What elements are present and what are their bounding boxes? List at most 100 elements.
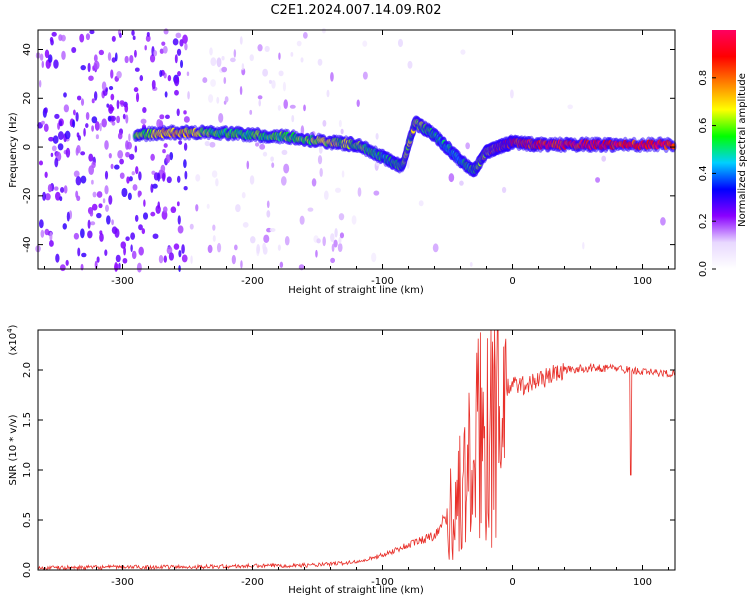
spectrogram-noise-blob — [165, 114, 170, 119]
spectrogram-noise-blob — [110, 69, 114, 79]
spectrogram-noise-blob — [117, 150, 124, 159]
spectrogram-noise-blob — [43, 123, 49, 132]
spectrogram-noise-blob — [262, 151, 268, 157]
spectrogram-noise-blob — [176, 48, 182, 56]
spectrogram-noise-blob — [91, 98, 95, 104]
spectrogram-noise-blob — [85, 111, 90, 121]
snr-xtick-label-1: -200 — [241, 577, 264, 588]
spectrogram-noise-blob — [110, 115, 116, 122]
spectrogram-noise-blob — [239, 36, 243, 45]
spectrogram-noise-blob — [51, 145, 57, 152]
spectrogram-noise-blob — [162, 206, 168, 213]
spectrogram-noise-blob — [181, 254, 188, 263]
spectrogram-noise-blob — [98, 203, 103, 209]
spectrogram-noise-blob — [239, 85, 243, 96]
spectrogram-noise-blob — [125, 140, 129, 150]
spectrogram-noise-blob — [104, 185, 109, 195]
spectrogram-noise-blob — [99, 232, 104, 242]
spectrogram-ytick-label-1: -20 — [22, 188, 33, 204]
spectrogram-noise-blob — [180, 59, 184, 69]
spectrogram-noise-blob — [184, 170, 188, 180]
spectrogram-noise-blob — [108, 86, 114, 91]
spectrogram-noise-blob — [130, 232, 136, 240]
colorbar-tick-label-1: 0.2 — [698, 213, 709, 229]
spectrogram-noise-blob — [362, 71, 368, 80]
snr-xtick-label-0: -300 — [111, 577, 134, 588]
spectrogram-noise-blob — [155, 205, 161, 214]
spectrogram-noise-blob — [116, 71, 122, 79]
spectrogram-noise-blob — [177, 225, 184, 234]
spectrogram-noise-blob — [114, 164, 120, 170]
spectrogram-noise-blob — [150, 153, 155, 161]
spectrogram-noise-blob — [249, 175, 255, 185]
spectrogram-noise-blob — [42, 191, 47, 201]
spectrogram-noise-blob — [125, 236, 130, 242]
spectrogram-noise-blob — [92, 191, 97, 198]
spectrogram-xtick-label-3: 0 — [509, 276, 515, 287]
spectrogram-noise-blob — [209, 47, 213, 56]
spectrogram-noise-blob — [176, 175, 181, 183]
spectrogram-noise-blob — [61, 50, 66, 60]
spectrogram-noise-blob — [183, 185, 188, 191]
spectrogram-noise-blob — [107, 52, 112, 61]
spectrogram-noise-blob — [104, 140, 109, 150]
spectrogram-noise-blob — [96, 256, 100, 263]
spectrogram-noise-blob — [235, 204, 241, 213]
spectrogram-noise-blob — [125, 114, 129, 124]
spectrogram-noise-blob — [99, 122, 102, 132]
spectrogram-noise-blob — [357, 187, 362, 197]
spectrogram-noise-blob — [174, 54, 178, 64]
colorbar-ticks: 0.0 0.2 0.4 0.6 0.8 — [698, 70, 716, 277]
spectrogram-noise-blob — [282, 81, 287, 92]
spectrogram-noise-blob — [79, 33, 85, 43]
spectrogram-ytick-label-3: 20 — [22, 92, 33, 105]
spectrogram-noise-blob — [38, 160, 44, 166]
spectrogram-noise-blob — [133, 87, 139, 93]
spectrogram-noise-blob — [418, 200, 424, 207]
spectrogram-noise-blob — [163, 255, 168, 263]
spectrogram-noise-blob — [300, 125, 305, 136]
spectrogram-noise-blob — [41, 60, 45, 69]
spectrogram-noise-blob — [137, 190, 141, 198]
spectrogram-noise-blob — [169, 151, 174, 161]
spectrogram-noise-blob — [330, 72, 334, 82]
spectrogram-noise-blob — [54, 157, 59, 168]
spectrogram-noise-blob — [93, 91, 98, 101]
spectrogram-noise-blob — [567, 104, 573, 110]
spectrogram-noise-blob — [117, 132, 123, 140]
spectrogram-noise-blob — [223, 77, 227, 84]
spectrogram-noise-blob — [176, 108, 180, 117]
spectrogram-noise-blob — [159, 69, 163, 78]
spectrogram-noise — [35, 27, 666, 273]
spectrogram-noise-blob — [59, 196, 63, 202]
spectrogram-noise-blob — [334, 187, 341, 193]
figure-title: C2E1.2024.007.14.09.R02 — [270, 3, 441, 18]
spectrogram-noise-blob — [175, 32, 182, 39]
spectrogram-noise-blob — [107, 115, 112, 122]
spectrogram-noise-blob — [88, 75, 94, 81]
snr-multiplier-base: (x10 — [8, 333, 19, 356]
spectrogram-noise-blob — [128, 133, 131, 142]
spectrogram-noise-blob — [89, 30, 95, 35]
spectrogram-noise-blob — [269, 228, 276, 233]
spectrogram-noise-blob — [212, 224, 216, 231]
spectrogram-noise-blob — [311, 178, 317, 187]
spectrogram-noise-blob — [459, 180, 464, 186]
spectrogram-noise-blob — [114, 52, 118, 62]
spectrogram-noise-blob — [271, 162, 275, 168]
spectrogram-noise-blob — [259, 143, 266, 150]
spectrogram-xtick-label-0: -300 — [111, 276, 134, 287]
spectrogram-noise-blob — [263, 234, 270, 244]
spectrogram-noise-blob — [181, 244, 185, 254]
spectrogram-noise-blob — [116, 99, 120, 110]
spectrogram-noise-blob — [65, 259, 69, 266]
spectrogram-xtick-label-4: 100 — [633, 276, 652, 287]
spectrogram-noise-blob — [163, 143, 168, 148]
spectrogram-noise-blob — [397, 38, 404, 48]
spectrogram-noise-blob — [159, 114, 165, 120]
spectrogram-noise-blob — [319, 167, 323, 177]
spectrogram-noise-blob — [316, 238, 321, 244]
spectrogram-noise-blob — [307, 207, 314, 212]
spectrogram-noise-blob — [209, 141, 216, 148]
